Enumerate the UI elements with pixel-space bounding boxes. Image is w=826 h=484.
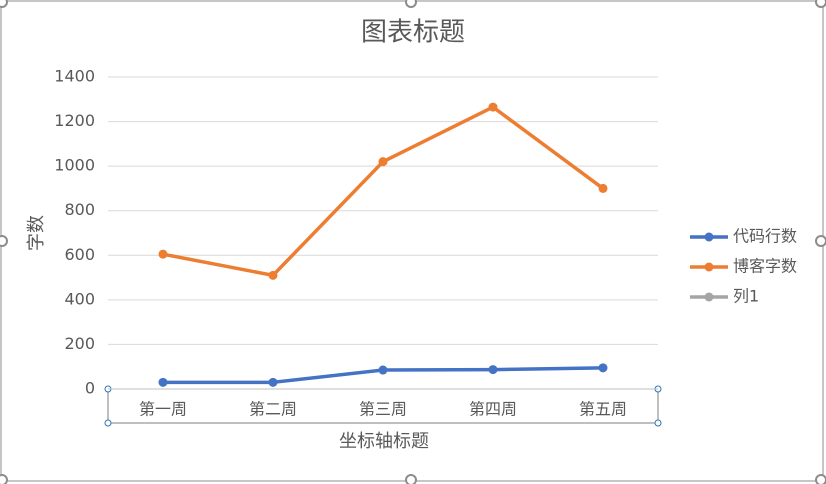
legend-marker [704,292,714,302]
y-tick-label: 1200 [54,111,95,130]
x-tick-label: 第一周 [139,400,187,419]
data-point [158,377,168,387]
data-point [268,270,278,280]
legend-label: 博客字数 [733,257,797,276]
legend-marker [704,262,714,272]
legend-label: 列1 [733,287,759,306]
x-tick-label: 第四周 [469,400,517,419]
data-point [598,183,608,193]
y-tick-label: 1400 [54,67,95,86]
x-tick-label: 第三周 [359,400,407,419]
y-tick-label: 1000 [54,156,95,175]
y-tick-label: 0 [85,379,95,398]
x-axis-title: 坐标轴标题 [339,431,429,452]
data-point [158,249,168,259]
x-tick-label: 第二周 [249,400,297,419]
y-tick-label: 200 [64,334,95,353]
data-point [378,365,388,375]
data-point [488,102,498,112]
legend-marker [704,232,714,242]
x-tick-label: 第五周 [579,400,627,419]
data-point [268,377,278,387]
chart-title: 图表标题 [361,18,465,48]
legend-label: 代码行数 [733,227,797,246]
y-tick-label: 800 [64,200,95,219]
data-point [488,365,498,375]
data-point [598,363,608,373]
y-tick-label: 600 [64,245,95,264]
y-tick-label: 400 [64,289,95,308]
data-point [378,157,388,167]
y-axis-title: 字数 [26,215,47,251]
